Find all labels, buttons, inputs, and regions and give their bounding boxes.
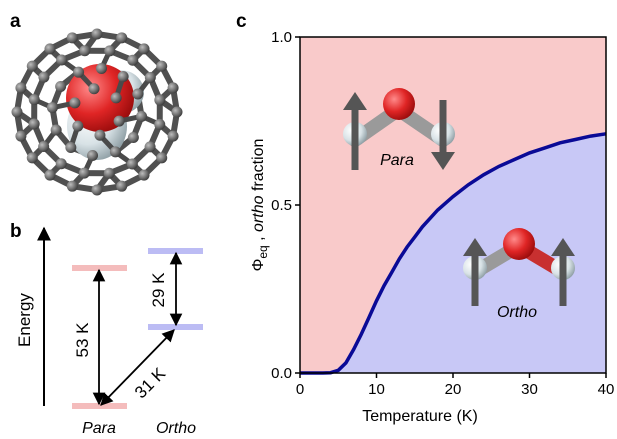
x-axis-ticks: 0 10 20 30 40 [296,373,615,398]
ortho-molecule-illustration [463,228,575,306]
gap-label-29k: 29 K [149,272,168,308]
gap-label-53k: 53 K [73,322,92,358]
gap-arrow-31k [100,329,175,406]
x-tick-label: 0 [296,381,304,398]
panel-label-a: a [10,11,21,32]
x-tick-label: 20 [445,381,462,398]
x-tick-label: 10 [368,381,385,398]
region-label-para: Para [380,152,414,169]
y-tick-label: 0.0 [271,365,292,382]
energy-axis-label: Energy [15,293,34,347]
spin-up-arrow-icon [463,238,487,256]
y-tick-label: 0.5 [271,197,292,214]
level-label-ortho: Ortho [156,420,196,437]
y-axis-ticks: 0.0 0.5 1.0 [271,29,300,382]
y-tick-label: 1.0 [271,29,292,46]
spin-up-arrow-icon [551,238,575,256]
ortho-region-fill [300,133,606,373]
ortho-fraction-curve [300,132,607,375]
ortho-fraction-chart: 0 10 20 30 40 0.0 0.5 1.0 Temperature (K) Φeq … [250,29,614,425]
level-label-para: Para [82,420,116,437]
spin-up-arrow-icon [343,92,367,110]
y-axis-label: Φeq , ortho fraction [250,139,270,272]
fullerene-cage-illustration [11,28,183,196]
panel-label-c: c [236,11,247,32]
energy-level-diagram: Energy 53 K 29 K 31 K Para Ortho [15,226,203,437]
spin-down-arrow-icon [431,152,455,170]
panel-label-b: b [10,221,22,242]
para-molecule-illustration [343,88,455,170]
x-tick-label: 40 [598,381,615,398]
region-label-ortho: Ortho [497,304,537,321]
x-tick-label: 30 [521,381,538,398]
x-axis-label: Temperature (K) [362,408,478,425]
